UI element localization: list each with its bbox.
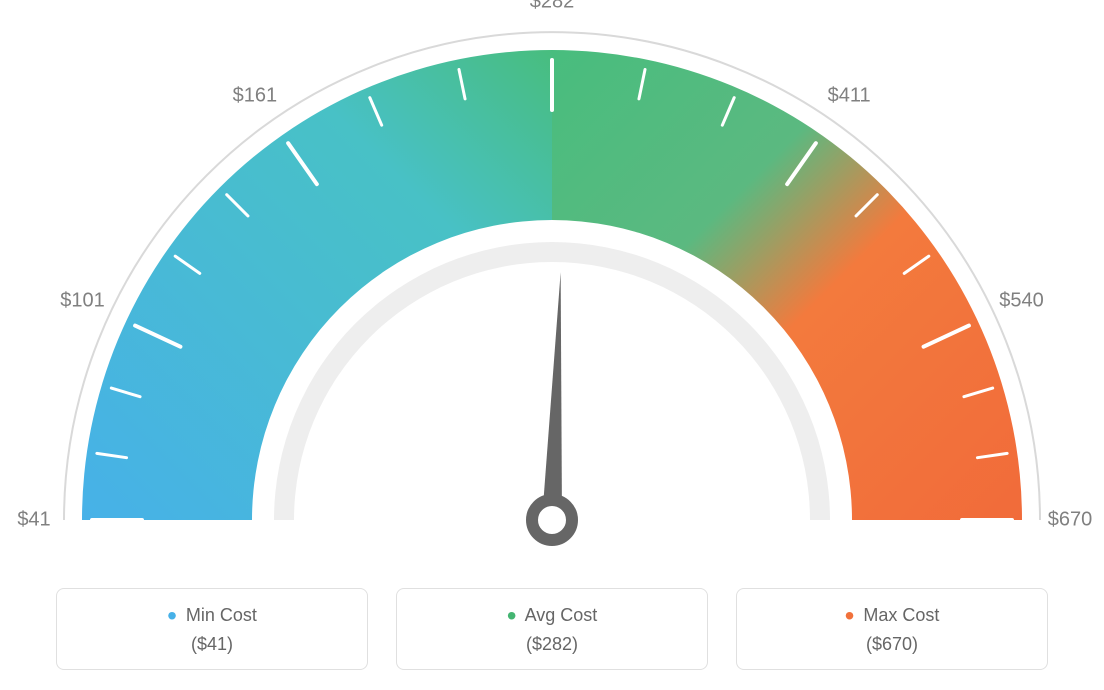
legend-box-avg: • Avg Cost ($282) — [396, 588, 708, 670]
legend-box-min: • Min Cost ($41) — [56, 588, 368, 670]
legend-label-avg: • Avg Cost — [397, 605, 707, 626]
legend-value-min: ($41) — [57, 634, 367, 655]
gauge-tick-label: $670 — [1048, 509, 1093, 532]
gauge-tick-label: $540 — [999, 290, 1044, 313]
legend-label-text: Min Cost — [186, 605, 257, 625]
cost-gauge-container: { "gauge": { "type": "gauge", "center_x"… — [0, 0, 1104, 690]
legend-dot-max: • — [845, 600, 855, 631]
legend-row: • Min Cost ($41) • Avg Cost ($282) • Max… — [0, 588, 1104, 670]
gauge-tick-label: $41 — [17, 509, 50, 532]
legend-dot-avg: • — [507, 600, 517, 631]
gauge-area: $41 $101 $161 $282 $411 $540 $670 — [0, 0, 1104, 570]
gauge-tick-label: $161 — [233, 84, 278, 107]
legend-value-avg: ($282) — [397, 634, 707, 655]
gauge-svg — [0, 0, 1104, 570]
legend-value-max: ($670) — [737, 634, 1047, 655]
legend-dot-min: • — [167, 600, 177, 631]
gauge-tick-label: $282 — [530, 0, 575, 14]
legend-label-text: Avg Cost — [525, 605, 598, 625]
legend-label-min: • Min Cost — [57, 605, 367, 626]
gauge-tick-label: $411 — [828, 84, 871, 107]
legend-label-text: Max Cost — [863, 605, 939, 625]
gauge-tick-label: $101 — [60, 290, 105, 313]
legend-box-max: • Max Cost ($670) — [736, 588, 1048, 670]
legend-label-max: • Max Cost — [737, 605, 1047, 626]
